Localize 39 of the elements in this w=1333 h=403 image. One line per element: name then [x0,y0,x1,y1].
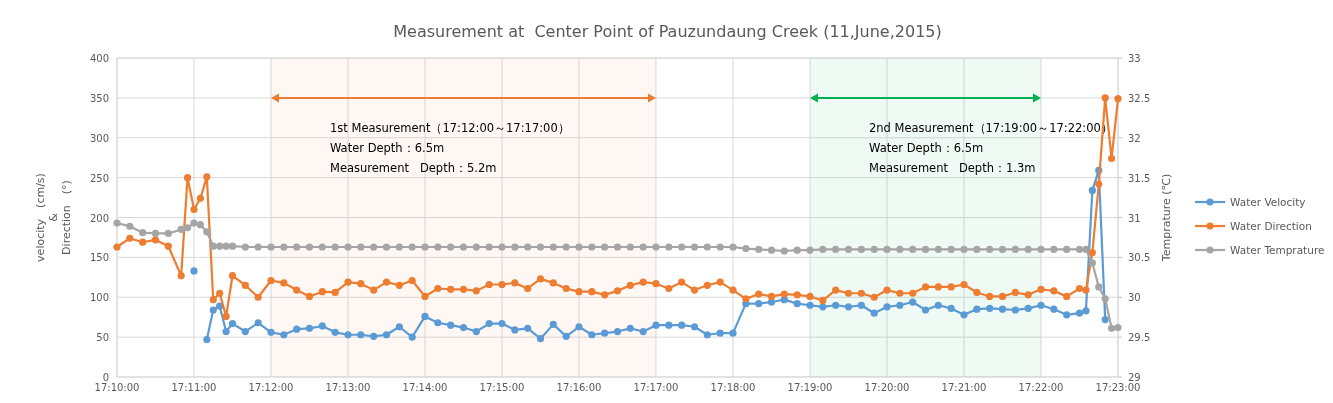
x-tick-label: 17:22:00 [1018,382,1064,393]
x-tick-label: 17:20:00 [864,382,910,393]
x-tick-label: 17:18:00 [710,382,756,393]
y-tick-label: 150 [89,252,109,264]
y2-tick-label: 31 [1128,212,1141,224]
y2-tick-label: 33 [1128,53,1141,64]
y2-tick-label: 31.5 [1128,172,1151,184]
y2-tick-label: 32 [1128,132,1141,144]
y-tick-label: 200 [89,212,109,224]
y2-tick-label: 29.5 [1128,332,1151,344]
y-tick-label: 350 [89,92,109,104]
y2-tick-label: 32.5 [1128,92,1151,104]
y-tick-label: 250 [89,172,109,184]
y2-tick-label: 30 [1128,292,1141,304]
x-tick-label: 17:19:00 [787,382,833,393]
x-tick-label: 17:16:00 [556,382,602,393]
x-tick-label: 17:11:00 [171,382,217,393]
x-tick-label: 17:10:00 [94,382,140,393]
y2-tick-label: 30.5 [1128,252,1151,264]
x-tick-label: 17:21:00 [941,382,987,393]
x-tick-label: 17:15:00 [479,382,525,393]
y2-tick-label: 29 [1128,372,1141,383]
y-axis-title: velocity (cm/s) & Direction (°) [34,173,73,262]
y-tick-label: 300 [89,132,109,144]
x-tick-label: 17:13:00 [325,382,371,393]
band-label: 1st Measurement（17:12:00～17:17:00） Water Depth：6.5m Measurement Depth：5.2m [329,120,570,175]
y-tick-label: 0 [102,372,109,383]
legend-label: Water Velocity [1230,196,1306,208]
x-tick-label: 17:14:00 [402,382,448,393]
x-tick-label: 17:12:00 [248,382,294,393]
y2-axis-title: Temprature (℃) [1160,173,1173,263]
chart-title: Measurement at Center Point of Pauzundaung Creek (11,June,2015) [393,22,942,41]
y-tick-label: 100 [89,292,109,304]
y-tick-label: 400 [89,53,109,64]
legend-label: Water Temprature [1230,244,1325,256]
y-tick-label: 50 [96,332,109,344]
x-tick-label: 17:17:00 [633,382,679,393]
x-tick-label: 17:23:00 [1095,382,1141,393]
legend-label: Water Direction [1230,220,1312,232]
